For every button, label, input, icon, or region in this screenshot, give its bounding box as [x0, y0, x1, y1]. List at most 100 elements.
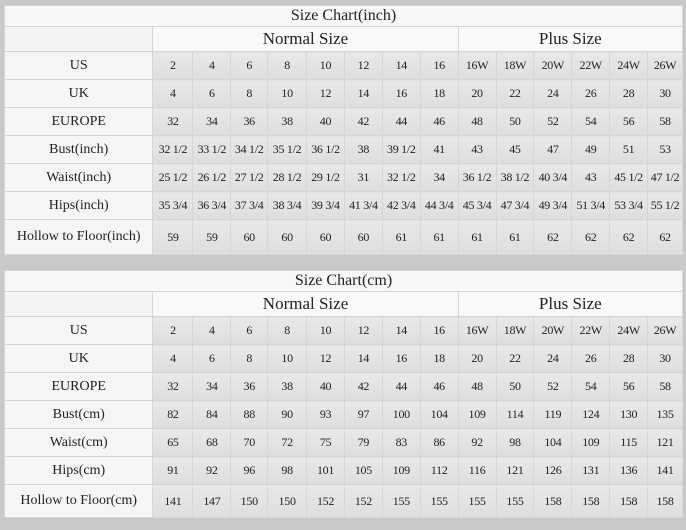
size-value-cell: 46 [419, 107, 459, 136]
row-label: Hollow to Floor(inch) [3, 219, 154, 255]
size-value-cell: 155 [419, 484, 459, 518]
size-value-cell: 20 [457, 79, 497, 108]
size-value-cell: 14 [381, 51, 421, 80]
size-value-cell: 33 1/2 [192, 135, 232, 164]
size-value-cell: 50 [495, 107, 535, 136]
size-value-cell: 96 [230, 456, 269, 485]
row-label: Waist(inch) [3, 163, 154, 192]
corner-cell [3, 26, 154, 52]
size-value-cell: 34 [192, 372, 232, 401]
size-value-cell: 22 [495, 79, 535, 108]
size-value-cell: 42 [343, 107, 383, 136]
size-value-cell: 12 [306, 344, 345, 373]
size-value-cell: 6 [192, 79, 232, 108]
size-value-cell: 155 [495, 484, 535, 518]
size-value-cell: 36 [230, 107, 269, 136]
size-value-cell: 22 [495, 344, 535, 373]
size-value-cell: 34 1/2 [230, 135, 269, 164]
size-value-cell: 50 [495, 372, 535, 401]
size-value-cell: 109 [457, 400, 497, 429]
table-row: Hips(cm) 91 92 96 98 101 105 109 112 116 121 126 131… [3, 456, 683, 485]
row-label: Hips(cm) [3, 456, 154, 485]
size-value-cell: 158 [571, 484, 611, 518]
row-label: Bust(inch) [3, 135, 154, 164]
size-value-cell: 44 [381, 372, 421, 401]
size-value-cell: 65 [152, 428, 194, 457]
size-value-cell: 152 [343, 484, 383, 518]
size-value-cell: 70 [230, 428, 269, 457]
size-value-cell: 155 [457, 484, 497, 518]
size-value-cell: 36 3/4 [192, 191, 232, 220]
size-value-cell: 42 3/4 [381, 191, 421, 220]
size-value-cell: 45 1/2 [609, 163, 649, 192]
size-value-cell: 32 [152, 372, 194, 401]
size-value-cell: 84 [192, 400, 232, 429]
size-value-cell: 39 3/4 [306, 191, 345, 220]
size-value-cell: 130 [609, 400, 649, 429]
table-row: UK 4 6 8 10 12 14 16 18 20 22 24 26 28 30 [3, 344, 683, 373]
size-value-cell: 36 1/2 [457, 163, 497, 192]
size-value-cell: 62 [647, 219, 683, 255]
size-value-cell: 82 [152, 400, 194, 429]
size-value-cell: 98 [267, 456, 308, 485]
size-value-cell: 43 [457, 135, 497, 164]
row-label: US [3, 316, 154, 345]
size-value-cell: 25 1/2 [152, 163, 194, 192]
row-label: UK [3, 79, 154, 108]
size-value-cell: 158 [609, 484, 649, 518]
table-row: US 2 4 6 8 10 12 14 16 16W 18W 20W 22W 24W 26W [3, 51, 683, 80]
row-label: Hollow to Floor(cm) [3, 484, 154, 518]
size-value-cell: 158 [533, 484, 573, 518]
size-value-cell: 30 [647, 79, 683, 108]
size-value-cell: 4 [152, 344, 194, 373]
size-value-cell: 46 [419, 372, 459, 401]
size-value-cell: 105 [343, 456, 383, 485]
size-value-cell: 18W [495, 316, 535, 345]
size-value-cell: 150 [230, 484, 269, 518]
size-value-cell: 72 [267, 428, 308, 457]
size-value-cell: 6 [230, 51, 269, 80]
size-value-cell: 10 [267, 344, 308, 373]
size-value-cell: 20 [457, 344, 497, 373]
size-value-cell: 53 [647, 135, 683, 164]
size-value-cell: 58 [647, 107, 683, 136]
chart-title: Size Chart(inch) [4, 5, 683, 27]
size-value-cell: 12 [343, 316, 383, 345]
size-value-cell: 32 1/2 [152, 135, 194, 164]
size-value-cell: 62 [533, 219, 573, 255]
size-value-cell: 35 3/4 [152, 191, 194, 220]
size-value-cell: 59 [152, 219, 194, 255]
size-value-cell: 43 [571, 163, 611, 192]
size-value-cell: 16 [381, 344, 421, 373]
size-value-cell: 2 [152, 51, 194, 80]
size-value-cell: 14 [343, 79, 383, 108]
size-value-cell: 16W [457, 51, 497, 80]
size-value-cell: 55 1/2 [647, 191, 683, 220]
plus-size-header: Plus Size [457, 291, 684, 317]
size-value-cell: 92 [192, 456, 232, 485]
table-row: Waist(cm) 65 68 70 72 75 79 83 86 92 98 104 109 115 12… [3, 428, 683, 457]
size-value-cell: 16 [381, 79, 421, 108]
size-value-cell: 51 [609, 135, 649, 164]
size-value-cell: 136 [609, 456, 649, 485]
size-value-cell: 158 [647, 484, 683, 518]
size-value-cell: 12 [306, 79, 345, 108]
table-row: US 2 4 6 8 10 12 14 16 16W 18W 20W 22W 24W 26W [3, 316, 683, 345]
size-value-cell: 109 [571, 428, 611, 457]
size-value-cell: 121 [647, 428, 683, 457]
size-value-cell: 14 [381, 316, 421, 345]
size-value-cell: 20W [533, 316, 573, 345]
size-value-cell: 26W [647, 316, 683, 345]
size-value-cell: 22W [571, 316, 611, 345]
size-value-cell: 61 [495, 219, 535, 255]
size-value-cell: 8 [230, 344, 269, 373]
size-value-cell: 16 [419, 51, 459, 80]
size-value-cell: 48 [457, 372, 497, 401]
size-value-cell: 141 [647, 456, 683, 485]
size-value-cell: 115 [609, 428, 649, 457]
size-value-cell: 16W [457, 316, 497, 345]
size-value-cell: 114 [495, 400, 535, 429]
size-value-cell: 26W [647, 51, 683, 80]
table-row: Hollow to Floor(inch) 59 59 60 60 60 60 61 61 61 6… [3, 219, 683, 255]
size-value-cell: 16 [419, 316, 459, 345]
